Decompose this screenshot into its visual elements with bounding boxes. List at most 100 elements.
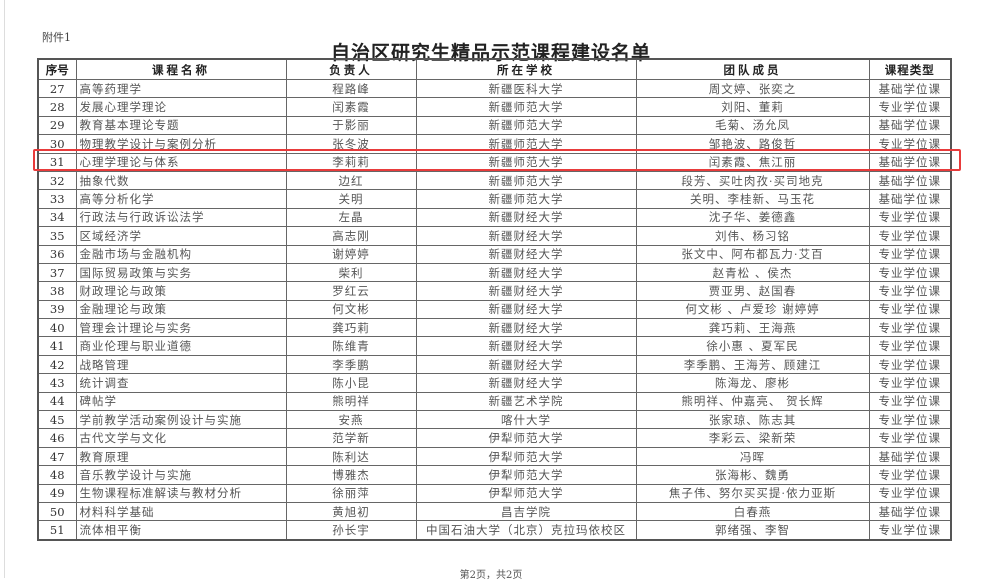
course-type: 专业学位课 [868, 134, 952, 154]
team-members: 张海彬、魏勇 [635, 465, 870, 485]
course-type: 专业学位课 [868, 97, 952, 117]
course-name: 碑帖学 [75, 391, 287, 412]
team-members: 李季鹏、王海芳、顾建江 [635, 354, 870, 375]
table-row: 42 战略管理 李季鹏 新疆财经大学 李季鹏、王海芳、顾建江 专业学位课 [37, 354, 952, 375]
course-name: 材料科学基础 [75, 501, 287, 522]
row-index: 33 [37, 189, 77, 209]
table-row: 48 音乐教学设计与实施 博雅杰 伊犁师范大学 张海彬、魏勇 专业学位课 [37, 465, 952, 485]
table-row: 35 区域经济学 高志刚 新疆财经大学 刘伟、杨习铭 专业学位课 [37, 226, 952, 246]
table-row: 36 金融市场与金融机构 谢婷婷 新疆财经大学 张文中、阿布都瓦力·艾百 专业学位课 [37, 244, 952, 264]
course-type: 专业学位课 [868, 373, 952, 393]
course-name: 教育原理 [75, 446, 287, 467]
course-type: 基础学位课 [868, 170, 952, 191]
course-name: 高等分析化学 [75, 189, 287, 209]
header-leader: 负责人 [285, 58, 417, 80]
leader: 程路峰 [285, 78, 417, 99]
row-index: 41 [37, 336, 77, 356]
leader: 关明 [285, 189, 417, 209]
team-members: 李彩云、梁新荣 [635, 428, 870, 448]
course-type: 专业学位课 [868, 410, 952, 430]
school: 新疆师范大学 [415, 189, 637, 209]
leader: 黄旭初 [285, 501, 417, 522]
table-row: 46 古代文学与文化 范学新 伊犁师范大学 李彩云、梁新荣 专业学位课 [37, 428, 952, 448]
row-index: 35 [37, 226, 77, 246]
table-row: 27 高等药理学 程路峰 新疆医科大学 周文婷、张奕之 基础学位课 [37, 78, 952, 99]
school: 新疆师范大学 [415, 97, 637, 117]
course-name: 发展心理学理论 [75, 97, 287, 117]
table-row: 29 教育基本理论专题 于影丽 新疆师范大学 毛菊、汤允凤 基础学位课 [37, 115, 952, 136]
course-type: 专业学位课 [868, 336, 952, 356]
header-team: 团队成员 [635, 58, 870, 80]
row-index: 51 [37, 520, 77, 541]
row-index: 28 [37, 97, 77, 117]
team-members: 徐小惠 、夏军民 [635, 336, 870, 356]
leader: 安燕 [285, 410, 417, 430]
row-index: 47 [37, 446, 77, 467]
team-members: 张文中、阿布都瓦力·艾百 [635, 244, 870, 264]
course-name: 区域经济学 [75, 226, 287, 246]
school: 中国石油大学（北京）克拉玛依校区 [415, 520, 637, 541]
team-members: 周文婷、张奕之 [635, 78, 870, 99]
table-row: 33 高等分析化学 关明 新疆师范大学 关明、李桂新、马玉花 基础学位课 [37, 189, 952, 209]
course-name: 古代文学与文化 [75, 428, 287, 448]
table-row: 39 金融理论与政策 何文彬 新疆财经大学 何文彬 、卢爱珍 谢婷婷 专业学位课 [37, 299, 952, 320]
leader: 闰素霞 [285, 97, 417, 117]
course-type: 专业学位课 [868, 520, 952, 541]
course-name: 抽象代数 [75, 170, 287, 191]
course-name: 商业伦理与职业道德 [75, 336, 287, 356]
course-name: 国际贸易政策与实务 [75, 262, 287, 283]
leader: 陈小昆 [285, 373, 417, 393]
header-course-name: 课程名称 [75, 58, 287, 80]
team-members: 沈子华、姜德鑫 [635, 207, 870, 228]
table-header-row: 序号 课程名称 负责人 所在学校 团队成员 课程类型 [37, 58, 952, 80]
school: 新疆医科大学 [415, 78, 637, 99]
leader: 边红 [285, 170, 417, 191]
course-type: 专业学位课 [868, 483, 952, 503]
table-row: 34 行政法与行政诉讼法学 左晶 新疆财经大学 沈子华、姜德鑫 专业学位课 [37, 207, 952, 228]
school: 新疆艺术学院 [415, 391, 637, 412]
row-index: 45 [37, 410, 77, 430]
table-row: 32 抽象代数 边红 新疆师范大学 段芳、买吐肉孜·买司地克 基础学位课 [37, 170, 952, 191]
course-type: 基础学位课 [868, 446, 952, 467]
table-row: 31 心理学理论与体系 李莉莉 新疆师范大学 闰素霞、焦江丽 基础学位课 [37, 152, 952, 172]
school: 新疆财经大学 [415, 226, 637, 246]
school: 新疆财经大学 [415, 262, 637, 283]
course-name: 教育基本理论专题 [75, 115, 287, 136]
school: 伊犁师范大学 [415, 428, 637, 448]
course-name: 心理学理论与体系 [75, 152, 287, 172]
team-members: 白春燕 [635, 501, 870, 522]
table-row: 28 发展心理学理论 闰素霞 新疆师范大学 刘阳、董莉 专业学位课 [37, 97, 952, 117]
leader: 高志刚 [285, 226, 417, 246]
leader: 龚巧莉 [285, 318, 417, 338]
course-name: 行政法与行政诉讼法学 [75, 207, 287, 228]
school: 喀什大学 [415, 410, 637, 430]
school: 新疆师范大学 [415, 115, 637, 136]
leader: 陈利达 [285, 446, 417, 467]
leader: 李莉莉 [285, 152, 417, 172]
leader: 于影丽 [285, 115, 417, 136]
course-type: 专业学位课 [868, 281, 952, 301]
leader: 博雅杰 [285, 465, 417, 485]
course-type: 专业学位课 [868, 391, 952, 412]
team-members: 龚巧莉、王海燕 [635, 318, 870, 338]
course-type: 专业学位课 [868, 226, 952, 246]
team-members: 赵青松 、侯杰 [635, 262, 870, 283]
row-index: 37 [37, 262, 77, 283]
team-members: 何文彬 、卢爱珍 谢婷婷 [635, 299, 870, 320]
header-course-type: 课程类型 [868, 58, 952, 80]
team-members: 段芳、买吐肉孜·买司地克 [635, 170, 870, 191]
row-index: 36 [37, 244, 77, 264]
school: 昌吉学院 [415, 501, 637, 522]
school: 新疆财经大学 [415, 373, 637, 393]
course-type: 专业学位课 [868, 428, 952, 448]
row-index: 42 [37, 354, 77, 375]
row-index: 48 [37, 465, 77, 485]
table-row: 44 碑帖学 熊明祥 新疆艺术学院 熊明祥、仲嘉亮、 贺长辉 专业学位课 [37, 391, 952, 412]
page-footer: 第2页，共2页 [459, 570, 523, 581]
course-type: 专业学位课 [868, 354, 952, 375]
row-index: 39 [37, 299, 77, 320]
row-index: 44 [37, 391, 77, 412]
leader: 陈维青 [285, 336, 417, 356]
row-index: 38 [37, 281, 77, 301]
course-list-table: 序号 课程名称 负责人 所在学校 团队成员 课程类型 27 高等药理学 程路峰 新疆医… [37, 58, 952, 541]
